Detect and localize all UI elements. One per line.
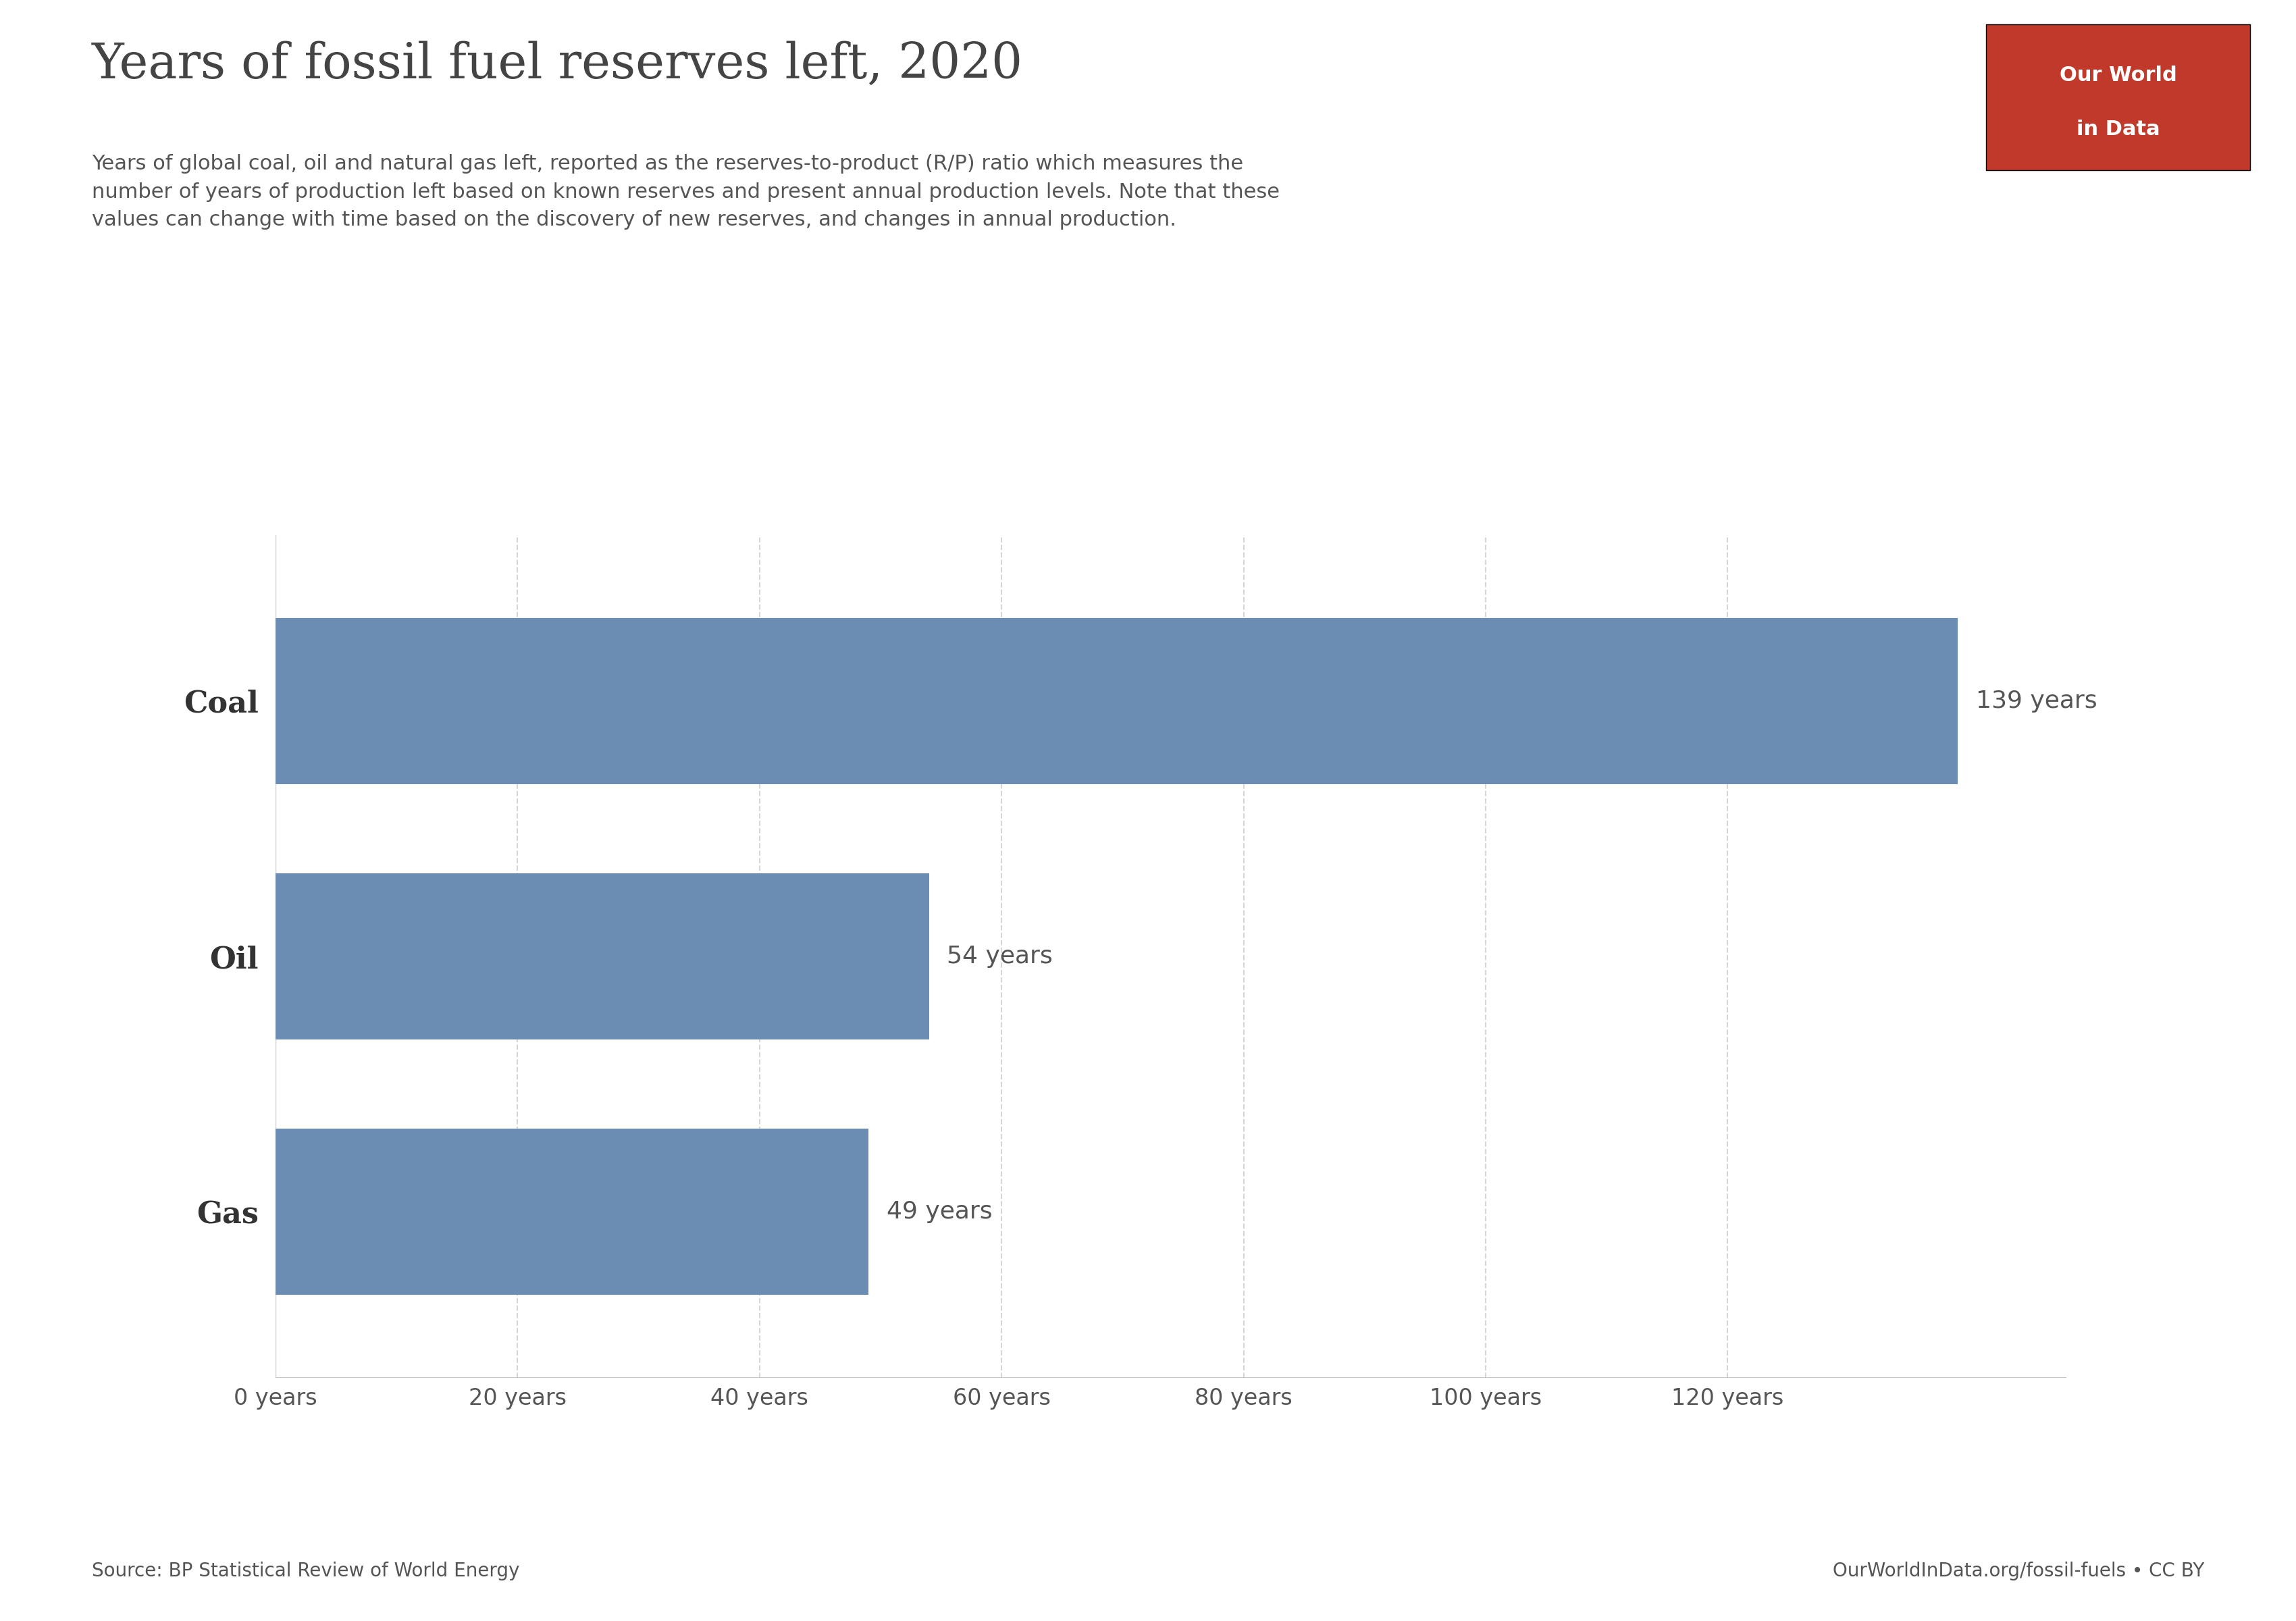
Text: Our World: Our World: [2060, 65, 2177, 86]
Text: Years of fossil fuel reserves left, 2020: Years of fossil fuel reserves left, 2020: [92, 41, 1024, 88]
Text: in Data: in Data: [2076, 120, 2161, 139]
Text: Years of global coal, oil and natural gas left, reported as the reserves-to-prod: Years of global coal, oil and natural ga…: [92, 154, 1279, 230]
Text: Source: BP Statistical Review of World Energy: Source: BP Statistical Review of World E…: [92, 1561, 519, 1580]
FancyBboxPatch shape: [1986, 24, 2250, 170]
Text: 139 years: 139 years: [1975, 689, 2096, 713]
Text: 49 years: 49 years: [886, 1200, 992, 1224]
Text: 54 years: 54 years: [946, 945, 1054, 968]
Bar: [276, 618, 1958, 785]
Text: OurWorldInData.org/fossil-fuels • CC BY: OurWorldInData.org/fossil-fuels • CC BY: [1832, 1561, 2204, 1580]
Bar: [276, 1128, 868, 1295]
Bar: [276, 874, 930, 1039]
